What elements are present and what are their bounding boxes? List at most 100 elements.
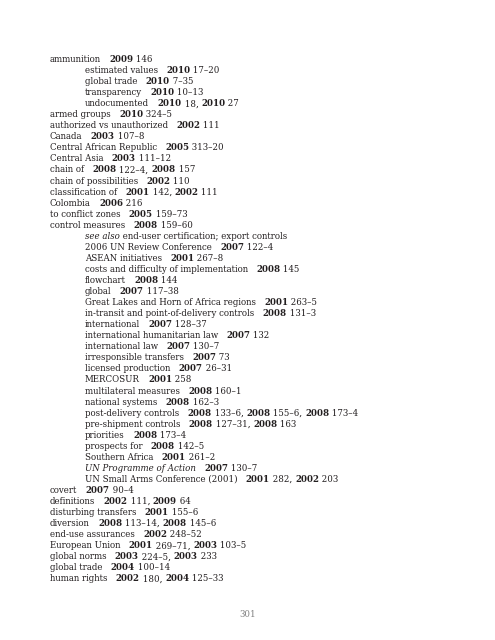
Text: 269–71,: 269–71, (153, 541, 193, 550)
Text: 2008: 2008 (163, 519, 187, 528)
Text: 155–6,: 155–6, (270, 408, 305, 418)
Text: 117–38: 117–38 (144, 287, 179, 296)
Text: 111–12: 111–12 (136, 154, 171, 163)
Text: 155–6: 155–6 (169, 508, 198, 517)
Text: 160–1: 160–1 (212, 387, 242, 396)
Text: 2008: 2008 (262, 309, 287, 318)
Text: irresponsible transfers: irresponsible transfers (85, 353, 184, 362)
Text: 282,: 282, (270, 475, 295, 484)
Text: 111: 111 (200, 122, 220, 131)
Text: in-transit and point-of-delivery controls: in-transit and point-of-delivery control… (85, 309, 254, 318)
Text: 2008: 2008 (134, 276, 158, 285)
Text: 142–5: 142–5 (175, 442, 204, 451)
Text: 233: 233 (198, 552, 217, 561)
Text: 159–73: 159–73 (153, 210, 188, 219)
Text: ammunition: ammunition (50, 55, 101, 64)
Text: estimated values: estimated values (85, 66, 158, 75)
Text: 2007: 2007 (166, 342, 191, 351)
Text: 2007: 2007 (179, 364, 202, 373)
Text: 180,: 180, (140, 574, 165, 583)
Text: costs and difficulty of implementation: costs and difficulty of implementation (85, 265, 248, 274)
Text: Great Lakes and Horn of Africa regions: Great Lakes and Horn of Africa regions (85, 298, 256, 307)
Text: chain of possibilities: chain of possibilities (50, 177, 138, 186)
Text: 2004: 2004 (165, 574, 189, 583)
Text: undocumented: undocumented (85, 99, 149, 108)
Text: chain of: chain of (50, 166, 84, 175)
Text: 2002: 2002 (175, 188, 198, 196)
Text: 2001: 2001 (125, 188, 149, 196)
Text: post-delivery controls: post-delivery controls (85, 408, 179, 418)
Text: definitions: definitions (50, 497, 96, 506)
Text: 144: 144 (158, 276, 178, 285)
Text: 130–7: 130–7 (191, 342, 220, 351)
Text: 2008: 2008 (188, 408, 212, 418)
Text: disturbing transfers: disturbing transfers (50, 508, 137, 517)
Text: 216: 216 (123, 198, 143, 207)
Text: armed groups: armed groups (50, 110, 111, 119)
Text: 2010: 2010 (146, 77, 170, 86)
Text: 7–35: 7–35 (170, 77, 194, 86)
Text: 2001: 2001 (162, 453, 186, 462)
Text: global trade: global trade (50, 563, 102, 572)
Text: 122–4: 122–4 (244, 243, 273, 252)
Text: 157: 157 (176, 166, 195, 175)
Text: 324–5: 324–5 (143, 110, 172, 119)
Text: Canada: Canada (50, 132, 83, 141)
Text: 2008: 2008 (98, 519, 122, 528)
Text: 2008: 2008 (189, 420, 213, 429)
Text: 2008: 2008 (253, 420, 277, 429)
Text: 125–33: 125–33 (189, 574, 224, 583)
Text: international law: international law (85, 342, 158, 351)
Text: 103–5: 103–5 (217, 541, 247, 550)
Text: 2002: 2002 (103, 497, 128, 506)
Text: 2003: 2003 (174, 552, 198, 561)
Text: licensed production: licensed production (85, 364, 170, 373)
Text: 27: 27 (225, 99, 239, 108)
Text: 2010: 2010 (157, 99, 182, 108)
Text: 163: 163 (277, 420, 297, 429)
Text: 2008: 2008 (93, 166, 116, 175)
Text: global norms: global norms (50, 552, 106, 561)
Text: global: global (85, 287, 112, 296)
Text: 17–20: 17–20 (191, 66, 220, 75)
Text: 2008: 2008 (188, 387, 212, 396)
Text: 2007: 2007 (120, 287, 144, 296)
Text: classification of: classification of (50, 188, 117, 196)
Text: 2008: 2008 (134, 221, 157, 230)
Text: ASEAN initiatives: ASEAN initiatives (85, 254, 162, 263)
Text: 2009: 2009 (153, 497, 177, 506)
Text: see also: see also (85, 232, 120, 241)
Text: 26–31: 26–31 (202, 364, 232, 373)
Text: 2008: 2008 (166, 397, 190, 406)
Text: MERCOSUR: MERCOSUR (85, 376, 140, 385)
Text: global trade: global trade (85, 77, 138, 86)
Text: control measures: control measures (50, 221, 125, 230)
Text: 224–5,: 224–5, (139, 552, 174, 561)
Text: 2007: 2007 (227, 332, 250, 340)
Text: priorities: priorities (85, 431, 125, 440)
Text: 2005: 2005 (165, 143, 190, 152)
Text: to conflict zones: to conflict zones (50, 210, 121, 219)
Text: 2001: 2001 (129, 541, 153, 550)
Text: UN Programme of Action: UN Programme of Action (85, 464, 196, 473)
Text: diversion: diversion (50, 519, 90, 528)
Text: 2001: 2001 (170, 254, 195, 263)
Text: UN Small Arms Conference (2001): UN Small Arms Conference (2001) (85, 475, 238, 484)
Text: 130–7: 130–7 (228, 464, 257, 473)
Text: 2010: 2010 (201, 99, 225, 108)
Text: 113–14,: 113–14, (122, 519, 163, 528)
Text: 263–5: 263–5 (289, 298, 317, 307)
Text: 2010: 2010 (150, 88, 175, 97)
Text: 73: 73 (216, 353, 230, 362)
Text: national systems: national systems (85, 397, 157, 406)
Text: 267–8: 267–8 (195, 254, 224, 263)
Text: 2007: 2007 (220, 243, 244, 252)
Text: international humanitarian law: international humanitarian law (85, 332, 218, 340)
Text: 2008: 2008 (151, 442, 175, 451)
Text: 2008: 2008 (305, 408, 329, 418)
Text: 162–3: 162–3 (190, 397, 219, 406)
Text: 145: 145 (281, 265, 300, 274)
Text: 111,: 111, (128, 497, 153, 506)
Text: 258: 258 (172, 376, 192, 385)
Text: 127–31,: 127–31, (213, 420, 253, 429)
